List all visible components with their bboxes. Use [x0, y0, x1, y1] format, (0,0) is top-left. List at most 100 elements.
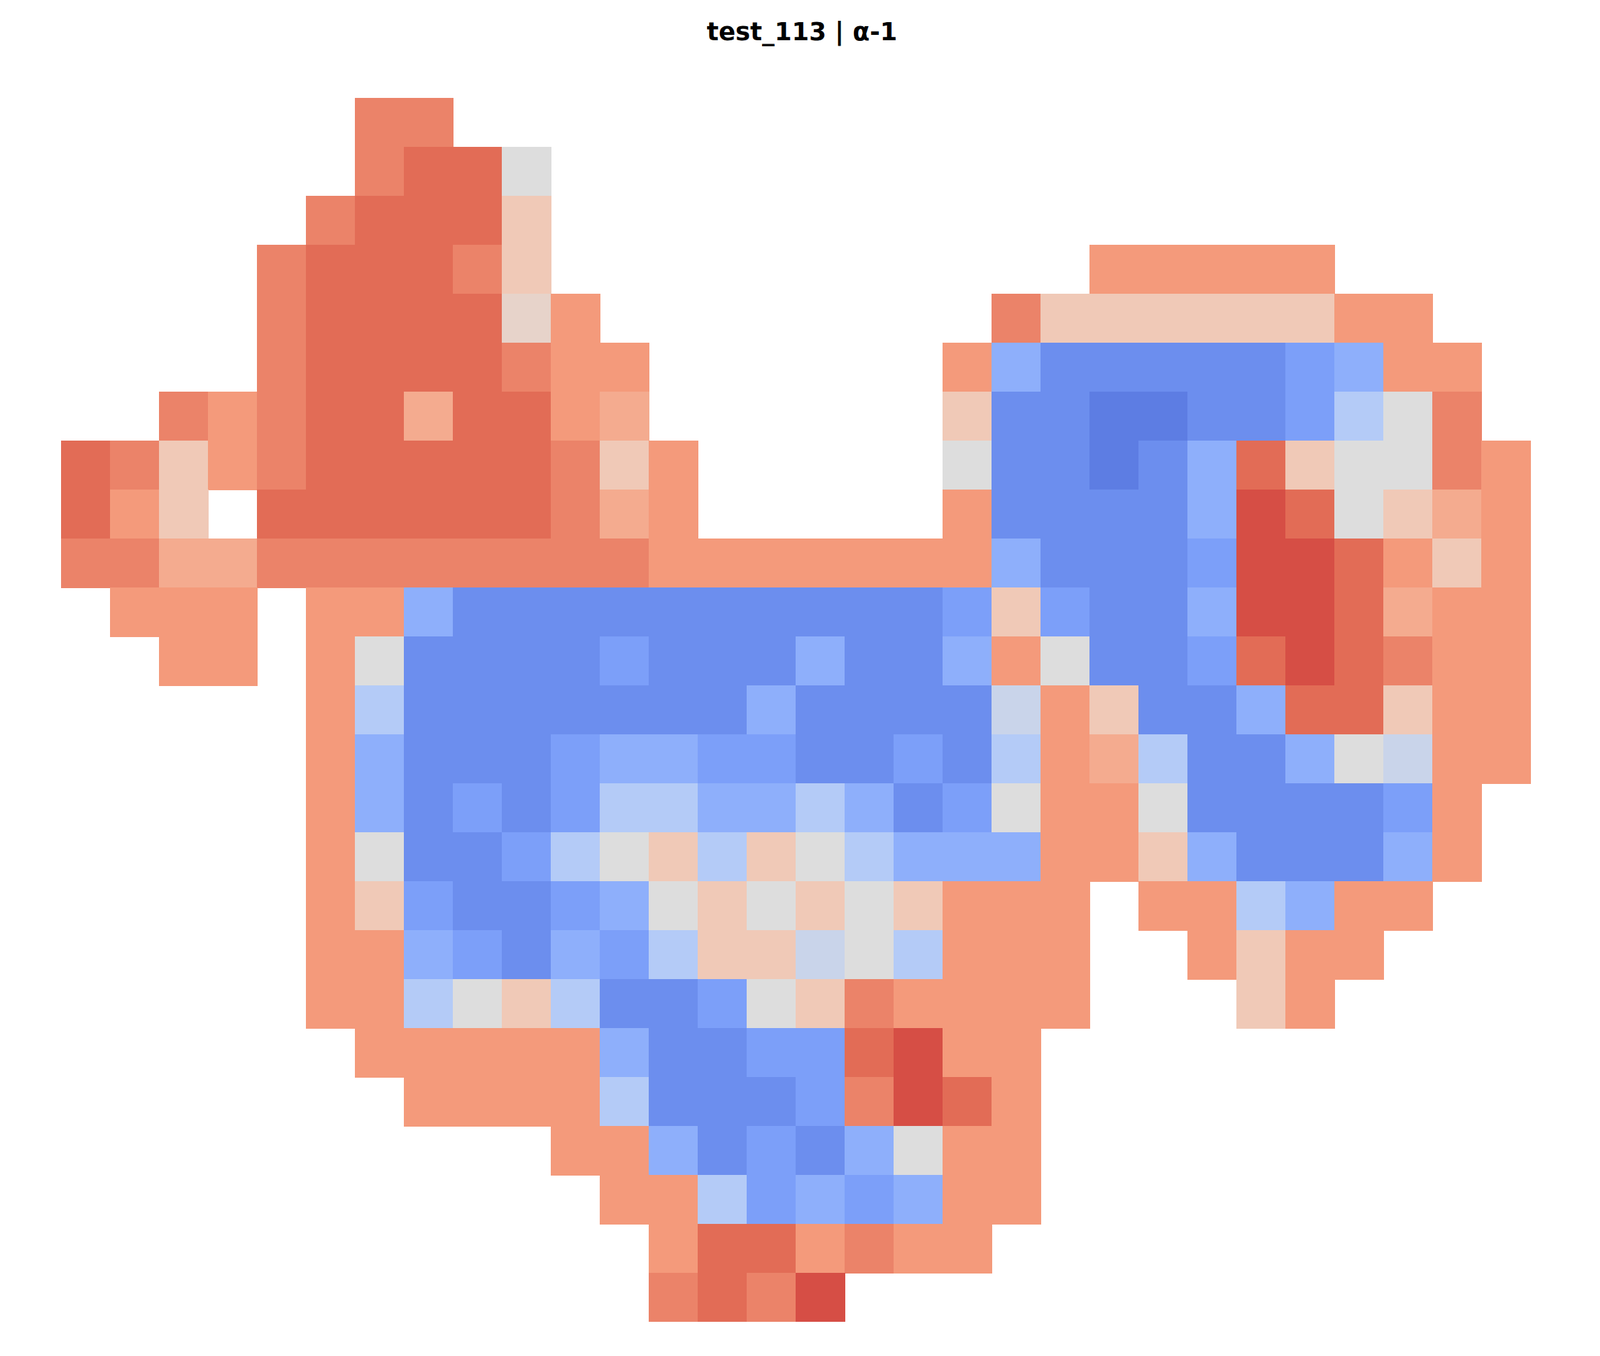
cell	[550, 930, 601, 981]
cell	[893, 1175, 944, 1225]
cell	[697, 636, 748, 687]
cell	[1334, 489, 1384, 540]
cell	[1040, 293, 1091, 344]
cell	[942, 489, 993, 540]
cell	[354, 881, 405, 932]
cell	[1285, 293, 1336, 344]
cell	[305, 587, 356, 638]
cell	[1089, 293, 1140, 344]
cell	[1236, 881, 1287, 932]
cell	[1285, 587, 1336, 638]
cell	[158, 489, 209, 540]
cell	[893, 979, 944, 1030]
cell	[1187, 832, 1238, 883]
cell	[1236, 342, 1287, 393]
cell	[697, 832, 748, 883]
cell	[501, 244, 552, 295]
cell	[648, 636, 699, 687]
cell	[403, 440, 454, 491]
cell	[1481, 685, 1531, 736]
cell	[452, 244, 503, 295]
cell	[501, 734, 552, 785]
cell	[354, 783, 405, 834]
cell	[991, 1175, 1042, 1225]
cell	[501, 636, 552, 687]
cell	[207, 538, 258, 589]
cell	[1138, 832, 1189, 883]
cell	[844, 587, 895, 638]
cell	[795, 1126, 846, 1177]
cell	[942, 1077, 993, 1128]
cell	[1285, 979, 1336, 1030]
cell	[746, 734, 797, 785]
cell	[1236, 832, 1287, 883]
cell	[1187, 881, 1238, 932]
cell	[1187, 489, 1238, 540]
cell	[991, 440, 1042, 491]
cell	[942, 881, 993, 932]
cell	[1138, 636, 1189, 687]
cell	[648, 832, 699, 883]
cell	[256, 489, 307, 540]
cell	[305, 293, 356, 344]
cell	[1334, 832, 1384, 883]
cell	[991, 391, 1042, 442]
cell	[1236, 293, 1287, 344]
cell	[1089, 489, 1140, 540]
cell	[1040, 685, 1091, 736]
cell	[452, 881, 503, 932]
cell	[1383, 881, 1433, 932]
cell	[697, 1126, 748, 1177]
cell	[452, 930, 503, 981]
cell	[893, 734, 944, 785]
cell	[1481, 538, 1531, 589]
cell	[697, 1077, 748, 1128]
cell	[1285, 489, 1336, 540]
cell	[403, 734, 454, 785]
cell	[256, 342, 307, 393]
cell	[599, 489, 650, 540]
cell	[1236, 979, 1287, 1030]
cell	[991, 538, 1042, 589]
cell	[501, 783, 552, 834]
cell	[1481, 440, 1531, 491]
cell	[403, 391, 454, 442]
cell	[1236, 930, 1287, 981]
cell	[1138, 293, 1189, 344]
cell	[893, 1126, 944, 1177]
cell	[893, 1224, 944, 1274]
cell	[893, 685, 944, 736]
cell	[844, 930, 895, 981]
cell	[648, 440, 699, 491]
cell	[697, 587, 748, 638]
cell	[550, 1028, 601, 1079]
cell	[403, 195, 454, 246]
cell	[1383, 391, 1433, 442]
cell	[61, 440, 111, 491]
cell	[697, 783, 748, 834]
cell	[1285, 636, 1336, 687]
cell	[305, 832, 356, 883]
cell	[1089, 538, 1140, 589]
cell	[1040, 440, 1091, 491]
cell	[1383, 783, 1433, 834]
cell	[550, 636, 601, 687]
cell	[991, 1028, 1042, 1079]
cell	[648, 930, 699, 981]
cell	[354, 342, 405, 393]
cell	[1334, 636, 1384, 687]
cell	[648, 783, 699, 834]
cell	[207, 636, 258, 687]
cell	[991, 1077, 1042, 1128]
cell	[1236, 538, 1287, 589]
cell	[648, 685, 699, 736]
cell	[991, 734, 1042, 785]
cell	[1334, 734, 1384, 785]
cell	[501, 195, 552, 246]
cell	[452, 587, 503, 638]
cell	[501, 930, 552, 981]
cell	[1138, 881, 1189, 932]
cell	[697, 1175, 748, 1225]
cell	[893, 587, 944, 638]
cell	[795, 1028, 846, 1079]
